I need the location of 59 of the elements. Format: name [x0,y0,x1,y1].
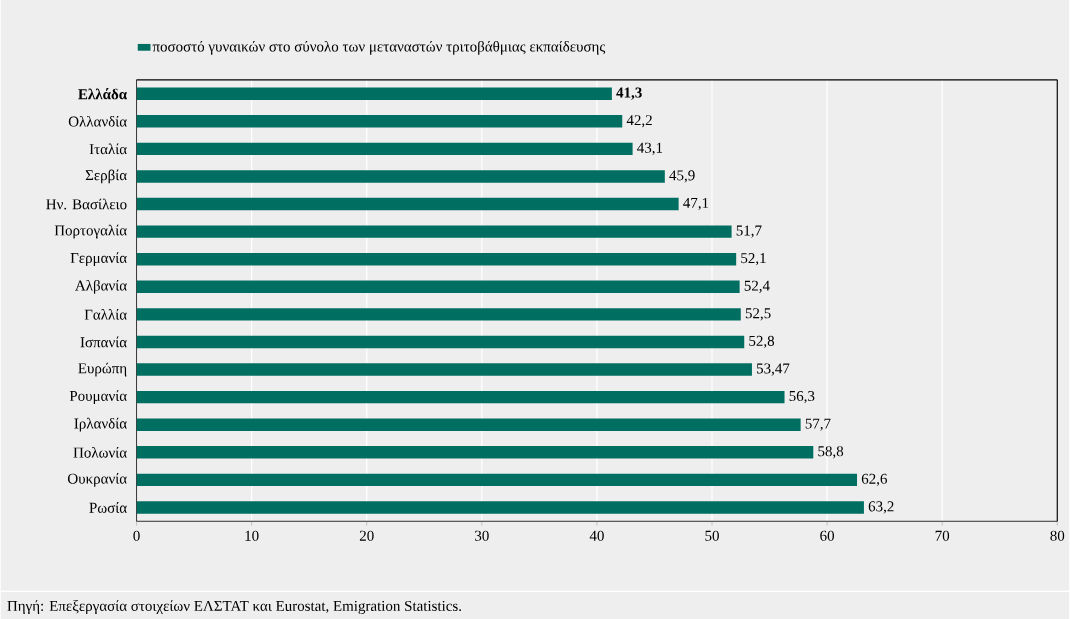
y-tick-label: Γαλλία [84,308,127,320]
y-tick-label: Πορτογαλία [54,224,127,239]
y-tick-label: Γερμανία [70,252,127,267]
data-label: 57,7 [805,418,831,431]
legend-label: ποσοστό γυναικών στο σύνολο των μεταναστών τριτοβάθμιας εκπαίδευσης [152,40,606,55]
x-tick-label: 10 [245,530,259,541]
data-label: 52,4 [744,280,770,293]
y-tick-label: Ολλανδία [68,115,127,127]
bar [136,87,612,100]
x-tick-label: 50 [705,530,719,541]
data-label: 51,7 [736,225,762,238]
data-label: 63,2 [868,501,894,514]
y-tick-label: Ιταλία [89,143,127,155]
data-label: 41,3 [616,87,642,100]
bar [136,446,814,459]
y-tick-label: Ισπανία [80,336,127,348]
bar [136,197,679,211]
x-tick-label: 80 [1050,530,1065,541]
y-tick-label: Ρουμανία [69,390,127,404]
bar [136,335,745,349]
x-tick-label: 60 [820,530,835,541]
data-label: 52,1 [741,253,766,266]
x-tick-label: 70 [935,530,950,541]
data-label: 47,1 [683,197,709,211]
bar [136,418,801,431]
bar [136,114,623,128]
y-tick-label: Πολωνία [73,446,127,458]
bar [136,225,732,238]
text: Πηγή: Επεξεργασία στοιχείων ΕΛΣΤΑΤ και Eurostat, Emigration Statistics. [7,600,461,614]
x-tick-label: 30 [475,530,489,541]
data-label: 62,6 [861,473,887,486]
x-tick-label: 20 [359,530,374,541]
data-label: 58,8 [818,446,844,459]
y-tick-label: Ελλάδα [78,87,127,100]
bar [136,252,737,266]
bar [136,390,785,404]
data-label: 42,2 [626,115,652,128]
data-label: 56,3 [789,390,815,404]
data-label: 53,47 [757,363,790,376]
bar [136,501,864,514]
y-tick-label: Ευρώπη [78,362,127,377]
y-tick-label: Ιρλανδία [74,417,127,432]
data-label: 45,9 [669,170,695,183]
y-tick-label: Ουκρανία [67,472,127,487]
bar [136,308,741,321]
x-tick-label: 40 [589,530,604,541]
bar [136,280,740,293]
y-tick-label: Ην. Βασίλειο [46,198,127,210]
bar [136,473,858,487]
data-label: 52,5 [745,308,771,321]
data-label: 52,8 [749,335,775,349]
bar [136,170,665,183]
bar [136,142,633,155]
data-label: 43,1 [637,142,663,155]
x-tick-label: 0 [133,530,140,541]
y-tick-label: Ρωσία [89,502,127,513]
y-tick-label: Αλβανία [75,279,127,294]
y-tick-label: Σερβία [85,169,127,184]
bar [136,363,752,376]
